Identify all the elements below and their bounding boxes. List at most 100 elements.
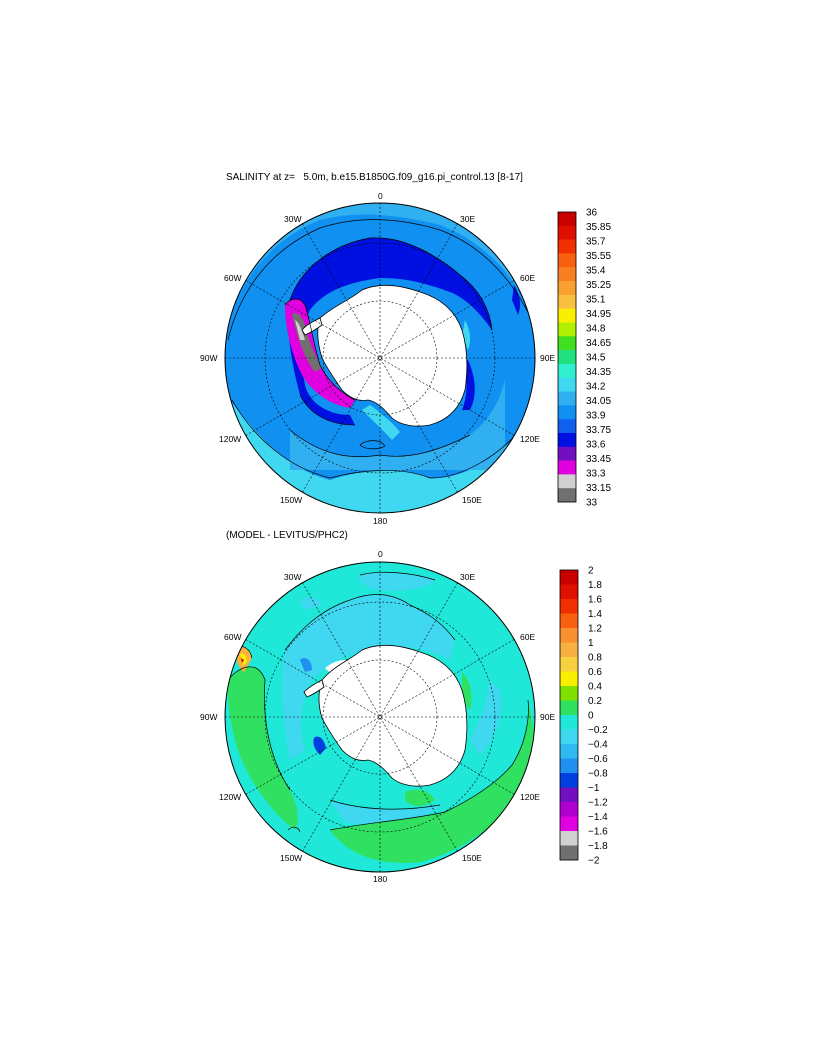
panel2-title: (MODEL - LEVITUS/PHC2) [226,530,348,541]
label2-150e: 150E [462,853,482,863]
colorbar-swatch [558,308,576,323]
colorbar-label: 0.4 [588,682,602,693]
panel1-title: SALINITY at z= 5.0m, b.e15.B1850G.f09_g1… [226,172,523,183]
colorbar-label: 33.9 [586,411,606,422]
colorbar-label: 35.55 [586,251,611,262]
colorbar-label: 36 [586,208,598,219]
label2-120e: 120E [520,792,540,802]
colorbar-swatch [558,267,576,282]
colorbar-swatch [560,686,578,701]
colorbar-label: 34.05 [586,396,611,407]
label-120w: 120W [219,434,241,444]
colorbar-label: 33.15 [586,483,611,494]
colorbar-label: 0.6 [588,667,602,678]
strong-negative-peninsula [313,736,326,755]
colorbar-label: −1 [588,783,600,794]
colorbar-swatch [560,671,578,687]
antarctica-landmass [317,284,468,427]
label-90w: 90W [200,353,217,363]
label2-120w: 120W [219,792,241,802]
colorbar-label: 0.2 [588,696,602,707]
colorbar-label: 1 [588,638,594,649]
label2-30e: 30E [460,572,475,582]
label2-180: 180 [373,874,387,884]
label2-0: 0 [378,549,383,559]
label2-60w: 60W [224,632,241,642]
label-60e: 60E [520,273,535,283]
outer-salinity-zone [225,400,535,513]
label-0: 0 [378,191,383,201]
colorbar-label: −1.4 [588,812,608,823]
label2-90w: 90W [200,712,217,722]
colorbar-label: 35.4 [586,266,606,277]
colorbar-swatch [558,446,576,461]
colorbar-swatch [558,474,576,489]
colorbar-label: 1.8 [588,580,602,591]
label-150e: 150E [462,495,482,505]
colorbar-label: 33 [586,498,598,509]
colorbar-label: 35.1 [586,295,606,306]
label-30e: 30E [460,214,475,224]
colorbar-swatch [560,802,578,817]
colorbar-swatch [558,460,576,475]
colorbar-label: 33.75 [586,425,611,436]
colorbar-swatch [558,336,576,351]
colorbar-swatch [560,773,578,788]
colorbar-swatch [560,831,578,846]
colorbar-swatch [560,845,578,861]
colorbar-swatch [558,253,576,268]
colorbar-swatch [560,613,578,629]
positive-bias-zone [227,666,298,830]
shelf-low-salinity-ring [288,237,492,425]
colorbar-frame [559,569,579,861]
colorbar-label: 1.4 [588,609,602,620]
label2-60e: 60E [520,632,535,642]
colorbar-label: 35.25 [586,280,611,291]
colorbar-label: 0.8 [588,653,602,664]
colorbar-swatch [558,377,576,392]
label-90e: 90E [540,353,555,363]
colorbar-label: 35.85 [586,222,611,233]
colorbar-swatch [560,599,578,614]
colorbar-label: 35.7 [586,237,606,248]
colorbar-label: 33.45 [586,454,611,465]
label-180: 180 [373,516,387,526]
colorbar-swatch [558,488,576,503]
colorbar-label: −0.6 [588,754,608,765]
colorbar-swatch [560,628,578,643]
colorbar-swatch [558,432,576,448]
colorbar-swatch [560,758,578,774]
colorbar-label: 1.6 [588,595,602,606]
colorbar-label: 2 [588,566,594,577]
panel2-colorbar: 2 1.8 1.6 1.4 1.2 1 0.8 0.6 0.4 0.2 0 −0.2 −0.4 −0.6 −… [559,566,620,875]
colorbar-label: −1.2 [588,798,608,809]
colorbar-swatch [560,729,578,745]
mid-salinity-band [225,203,535,330]
label2-150w: 150W [280,853,302,863]
colorbar-label: 1.2 [588,624,602,635]
negative-bias-zone [282,594,455,760]
antarctica-landmass-diff [318,644,468,787]
colorbar-swatch [560,584,578,600]
colorbar-label: −2 [588,856,600,867]
label2-90e: 90E [540,712,555,722]
colorbar-label: 33.6 [586,440,606,451]
colorbar-swatch [560,744,578,759]
colorbar-label: 34.65 [586,338,611,349]
colorbar-label: −0.4 [588,740,608,751]
colorbar-swatch [560,657,578,672]
colorbar-swatch [558,281,576,296]
colorbar-swatch [558,391,576,406]
label-120e: 120E [520,434,540,444]
colorbar-swatch [558,225,576,240]
colorbar-swatch [558,350,576,365]
panel1-colorbar: 36 35.85 35.7 35.55 35.4 35.25 35.1 34.95 34.8 34… [557,208,618,517]
colorbar-frame [557,211,577,503]
colorbar-label: 34.35 [586,367,611,378]
label2-30w: 30W [284,572,301,582]
colorbar-swatch [558,294,576,309]
colorbar-label: 34.8 [586,324,606,335]
colorbar-label: −0.2 [588,725,608,736]
colorbar-label: 34.2 [586,382,606,393]
